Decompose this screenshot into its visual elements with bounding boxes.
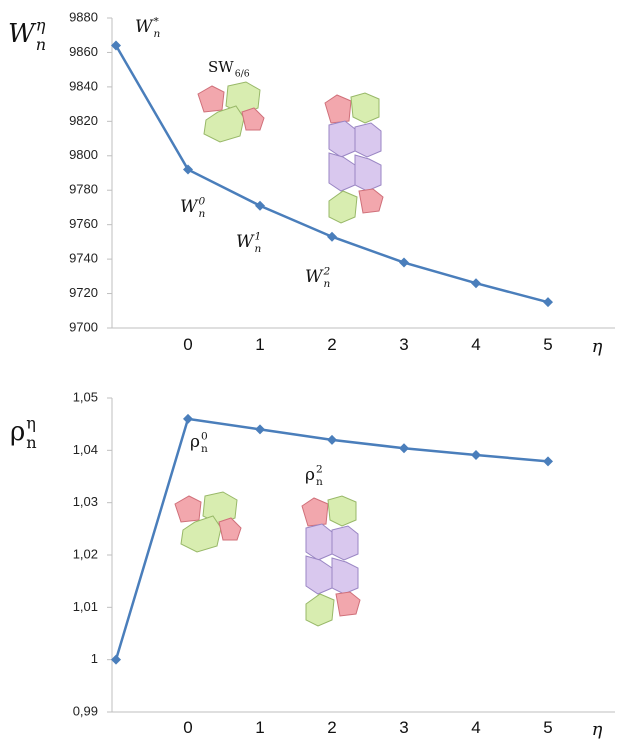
x-tick-label: 5 (543, 718, 552, 737)
data-marker (111, 40, 121, 51)
label-subscript: 6/6 (235, 69, 250, 80)
label-superscript: * (153, 15, 159, 27)
data-marker (399, 257, 409, 268)
label-subscript: n (323, 278, 330, 290)
data-marker (255, 200, 265, 211)
polyomino-icon (301, 495, 361, 627)
label-subscript: n (254, 243, 261, 255)
data-marker (543, 456, 553, 467)
data-marker (399, 443, 409, 454)
x-tick-label: 5 (543, 335, 552, 354)
y-tick-label: 9720 (69, 285, 98, 300)
label-base: W (135, 17, 154, 37)
y-tick-label: 9840 (69, 78, 98, 93)
label-subscript: n (198, 208, 205, 220)
x-axis-label: η (592, 336, 603, 357)
label-base: W (8, 19, 37, 49)
label-base: ρ (10, 417, 25, 447)
y-tick-label: 1,03 (73, 494, 98, 509)
x-tick-label: 3 (399, 335, 408, 354)
label-superscript: 2 (322, 265, 330, 277)
x-tick-label: 1 (255, 718, 264, 737)
data-marker (327, 434, 337, 445)
y-tick-label: 9860 (69, 44, 98, 59)
label-superscript: 1 (254, 230, 261, 242)
label-base: ρ (305, 465, 315, 485)
x-tick-label: 0 (183, 335, 192, 354)
label-base: SW (208, 58, 234, 76)
y-tick-label: 9820 (69, 113, 98, 128)
y-tick-label: 1,02 (73, 546, 98, 561)
data-marker (183, 164, 193, 175)
x-tick-label: 3 (399, 718, 408, 737)
data-marker (183, 413, 193, 424)
data-marker (111, 654, 121, 665)
y-tick-label: 9880 (69, 9, 98, 24)
x-axis-label: η (592, 719, 603, 740)
label-superscript: 2 (316, 463, 323, 475)
label-subscript: n (26, 433, 36, 452)
y-tick-label: 9700 (69, 319, 98, 334)
x-tick-label: 0 (183, 718, 192, 737)
label-subscript: n (153, 28, 160, 40)
y-axis-label: ρ nη (10, 413, 37, 452)
data-marker (543, 297, 553, 308)
annotation: SW 6/6 (208, 58, 250, 80)
y-tick-label: 1,04 (73, 442, 98, 457)
y-tick-label: 0,99 (73, 703, 98, 718)
x-tick-label: 4 (471, 335, 480, 354)
label-base: W (236, 232, 255, 252)
label-superscript: η (36, 15, 46, 34)
annotation: ρ n2 (305, 463, 323, 488)
y-tick-label: 9740 (69, 251, 98, 266)
y-tick-label: 1,05 (73, 389, 98, 404)
annotation: ρ n0 (190, 430, 208, 455)
y-tick-label: 9800 (69, 147, 98, 162)
label-superscript: η (26, 413, 36, 432)
y-tick-label: 1 (91, 651, 98, 666)
label-base: W (305, 267, 324, 287)
data-marker (471, 278, 481, 289)
label-subscript: n (316, 476, 323, 488)
data-marker (471, 450, 481, 461)
polyomino-icon (197, 81, 265, 143)
x-tick-label: 4 (471, 718, 480, 737)
polyomino-icon (324, 92, 384, 224)
y-tick-label: 9760 (69, 216, 98, 231)
label-superscript: 0 (201, 430, 208, 442)
label-superscript: 0 (198, 195, 205, 207)
label-subscript: n (201, 443, 208, 455)
data-marker (255, 424, 265, 435)
y-tick-label: 9780 (69, 182, 98, 197)
polyomino-icon (174, 491, 242, 553)
x-tick-label: 2 (327, 335, 336, 354)
y-tick-label: 1,01 (73, 599, 98, 614)
x-tick-label: 1 (255, 335, 264, 354)
data-marker (327, 231, 337, 242)
label-base: W (180, 197, 199, 217)
x-tick-label: 2 (327, 718, 336, 737)
label-subscript: n (36, 35, 46, 54)
label-base: ρ (190, 432, 200, 452)
